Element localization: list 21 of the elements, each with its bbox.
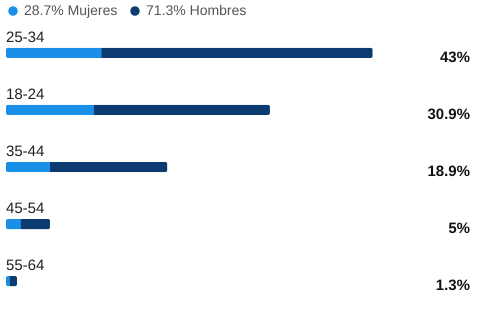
- text: 18.9%: [427, 163, 470, 180]
- bar: [20, 218, 50, 230]
- text: 30.9%: [427, 106, 470, 123]
- bar: [6, 218, 21, 230]
- text: 1.3%: [436, 277, 470, 294]
- legend-label: 71.3% Hombres: [146, 2, 246, 18]
- y-tick-label: 35-44: [6, 143, 44, 160]
- text: 5%: [448, 220, 470, 238]
- y-tick-label: 45-54: [6, 200, 44, 218]
- bar: [94, 104, 270, 116]
- bar: [10, 276, 17, 286]
- y-tick-label: 25-34: [6, 28, 44, 46]
- y-tick-label: 18-24: [6, 86, 44, 103]
- legend-label: 28.7% Mujeres: [24, 2, 118, 18]
- bar: [6, 104, 94, 116]
- bar: [6, 48, 102, 58]
- bar: [101, 48, 373, 58]
- text: 43%: [440, 48, 470, 66]
- bar: [6, 162, 50, 172]
- y-tick-label: 55-64: [6, 257, 44, 274]
- bar: [50, 162, 168, 172]
